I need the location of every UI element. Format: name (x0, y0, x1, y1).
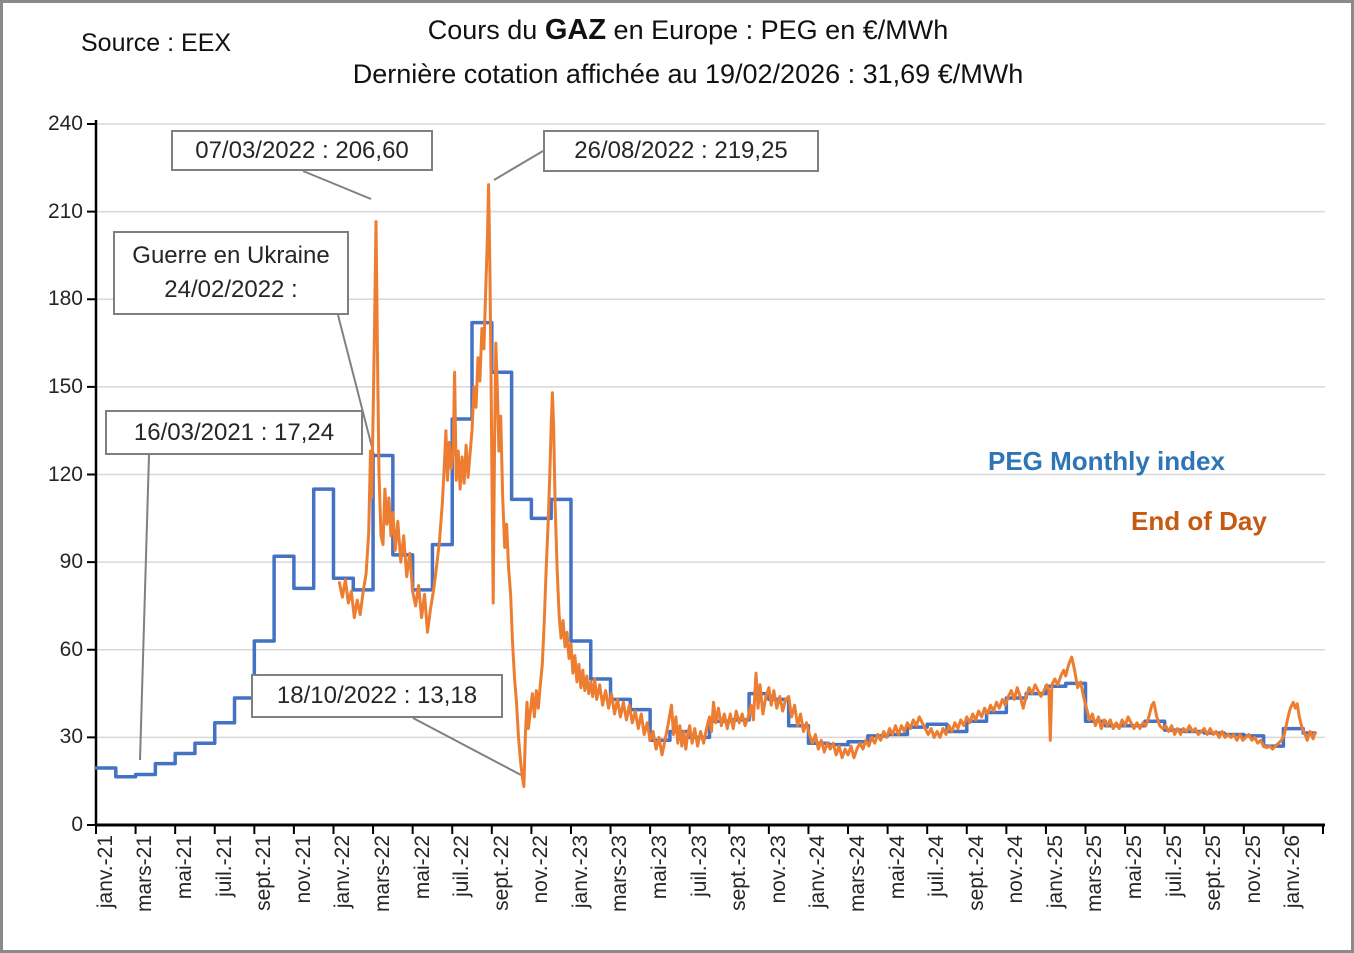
annotation-leader-line (139, 454, 150, 761)
x-tick-label: juil.-24 (925, 835, 949, 897)
legend-end-of-day: End of Day (1131, 506, 1267, 536)
annotation-text: Guerre en Ukraine (132, 242, 330, 269)
x-tick-label: nov.-25 (1241, 835, 1265, 904)
annotation-leader-line (337, 314, 375, 456)
x-tick-label: mai-24 (885, 835, 909, 900)
annotation-text: 26/08/2022 : 219,25 (574, 137, 788, 164)
x-tick-label: mai-23 (648, 835, 672, 900)
x-tick-label: mai-21 (173, 835, 197, 900)
annotation-text: 24/02/2022 : (164, 276, 298, 303)
x-tick-label: janv.-23 (568, 835, 592, 909)
x-tick-label: janv.-21 (93, 835, 117, 909)
x-tick-label: sept.-21 (252, 835, 276, 911)
chart-title: Cours du GAZ en Europe : PEG en €/MWh (183, 11, 1193, 49)
annotation-low-2022-10: 18/10/2022 : 13,18 (251, 674, 503, 718)
x-tick-label: mars-24 (845, 835, 869, 913)
annotation-text: 18/10/2022 : 13,18 (276, 682, 478, 709)
chart-title-prefix: Cours du (427, 15, 545, 45)
y-tick-label: 180 (47, 287, 83, 311)
end-of-day-line (337, 183, 1317, 788)
y-tick-label: 210 (47, 199, 83, 223)
x-tick-label: mai-22 (410, 835, 434, 900)
x-tick-label: juil.-23 (687, 835, 711, 897)
x-tick-label: juil.-25 (1162, 835, 1186, 897)
x-tick-label: mars-21 (133, 835, 157, 913)
annotation-text: 07/03/2022 : 206,60 (195, 136, 409, 164)
x-tick-label: juil.-22 (450, 835, 474, 897)
x-tick-label: mai-25 (1122, 835, 1146, 900)
x-tick-label: nov.-23 (766, 835, 790, 904)
x-tick-label: nov.-21 (291, 835, 315, 904)
chart-title-block: Cours du GAZ en Europe : PEG en €/MWh De… (183, 11, 1193, 93)
y-tick-label: 60 (59, 637, 83, 661)
annotation-low-2021-03: 16/03/2021 : 17,24 (105, 410, 363, 455)
y-tick-label: 150 (47, 374, 83, 398)
chart-subtitle: Dernière cotation affichée au 19/02/2026… (352, 59, 1024, 89)
source-label: Source : EEX (81, 29, 232, 57)
y-tick-label: 30 (59, 725, 83, 749)
legend-peg-monthly-index: PEG Monthly index (988, 446, 1225, 476)
annotation-leader-line (302, 170, 372, 200)
x-tick-label: janv.-24 (806, 835, 830, 909)
x-tick-label: mars-23 (608, 835, 632, 913)
annotation-text: 16/03/2021 : 17,24 (133, 418, 335, 446)
annotation-leader-line (493, 150, 544, 181)
x-tick-label: janv.-25 (1043, 835, 1067, 909)
chart-title-bold: GAZ (544, 14, 607, 46)
x-tick-label: nov.-22 (529, 835, 553, 904)
annotation-war-ukraine: Guerre en Ukraine 24/02/2022 : (113, 231, 349, 315)
x-tick-label: nov.-24 (1004, 835, 1028, 904)
x-tick-label: sept.-24 (964, 835, 988, 911)
x-tick-label: janv.-22 (331, 835, 355, 909)
x-tick-label: juil.-21 (212, 835, 236, 897)
x-tick-label: sept.-23 (727, 835, 751, 911)
annotation-leader-line (412, 717, 522, 776)
y-tick-label: 90 (59, 550, 83, 574)
chart-title-suffix: en Europe : PEG en €/MWh (606, 15, 949, 45)
y-tick-label: 0 (71, 813, 83, 836)
x-tick-label: mars-25 (1083, 835, 1107, 913)
y-tick-label: 240 (47, 112, 83, 135)
annotation-peak-2022-08: 26/08/2022 : 219,25 (543, 130, 819, 172)
x-tick-label: mars-22 (370, 835, 394, 913)
x-tick-label: janv.-26 (1281, 835, 1305, 909)
x-tick-label: sept.-25 (1202, 835, 1226, 911)
annotation-peak-2022-03: 07/03/2022 : 206,60 (171, 130, 433, 171)
plot-svg (87, 120, 1325, 834)
y-tick-label: 120 (47, 462, 83, 486)
x-tick-label: sept.-22 (489, 835, 513, 911)
